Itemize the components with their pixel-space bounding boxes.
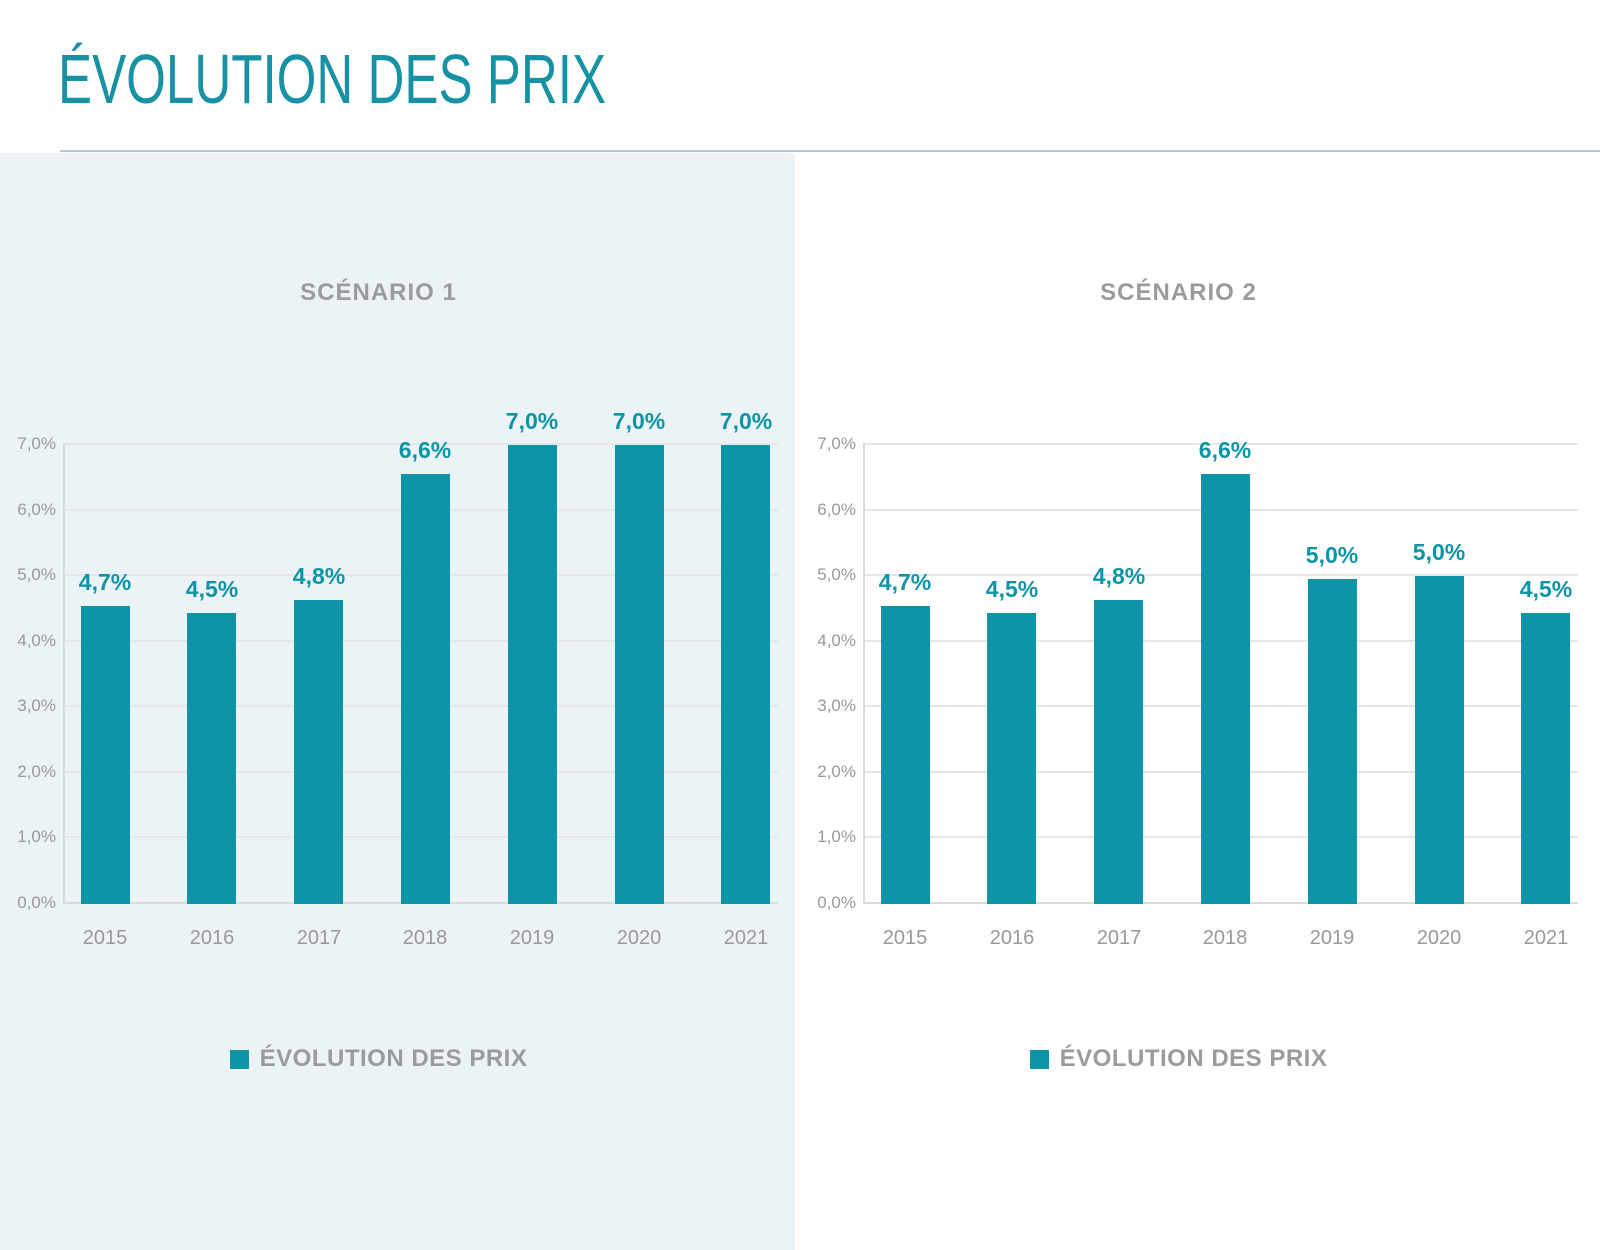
bar-value-label: 7,0%	[612, 408, 666, 434]
x-axis-tick-label: 2017	[296, 927, 342, 949]
y-axis-tick-label: 0,0%	[817, 893, 856, 912]
bar-value-label: 4,7%	[878, 569, 932, 595]
y-axis-tick-label: 7,0%	[817, 434, 856, 453]
bar-value-label: 7,0%	[505, 408, 559, 434]
y-axis-tick-label: 1,0%	[817, 827, 856, 846]
x-axis-tick-label: 2019	[1309, 927, 1355, 949]
bar-2020	[615, 445, 664, 904]
y-axis-tick-label: 0,0%	[17, 893, 56, 912]
bar-2020	[1415, 576, 1464, 904]
y-axis-tick-label: 4,0%	[17, 631, 56, 650]
bar-value-label: 7,0%	[719, 408, 773, 434]
bar-2015	[81, 606, 130, 904]
y-axis-tick-label: 2,0%	[17, 762, 56, 781]
page-title-text: ÉVOLUTION DES PRIX	[58, 40, 607, 118]
bar-value-label: 6,6%	[398, 437, 452, 463]
bar-2018	[1201, 474, 1250, 904]
x-axis-tick-label: 2016	[189, 927, 235, 949]
x-axis-tick-label: 2015	[882, 927, 928, 949]
x-axis-tick-label: 2016	[989, 927, 1035, 949]
page-title: ÉVOLUTION DES PRIX	[58, 40, 809, 118]
title-divider-rule	[60, 150, 1600, 152]
x-axis-tick-label: 2020	[1416, 927, 1462, 949]
y-axis-tick-label: 3,0%	[817, 696, 856, 715]
bar-value-label: 4,5%	[1519, 576, 1573, 602]
bar-2019	[508, 445, 557, 904]
x-axis-tick-label: 2015	[82, 927, 128, 949]
bar-value-label: 6,6%	[1198, 437, 1252, 463]
x-axis-tick-label: 2018	[402, 927, 448, 949]
bar-2021	[1521, 613, 1570, 904]
bar-2015	[881, 606, 930, 904]
bar-value-label: 4,5%	[985, 576, 1039, 602]
chart-title: SCÉNARIO 1	[300, 279, 457, 306]
y-axis-line	[863, 443, 865, 904]
y-axis-tick-label: 6,0%	[817, 500, 856, 519]
y-axis-tick-label: 5,0%	[817, 565, 856, 584]
bar-2016	[187, 613, 236, 904]
x-axis-tick-label: 2019	[509, 927, 555, 949]
y-axis-tick-label: 5,0%	[17, 565, 56, 584]
x-axis-tick-label: 2021	[723, 927, 769, 949]
legend-label: ÉVOLUTION DES PRIX	[259, 1045, 528, 1072]
bar-value-label: 4,7%	[78, 569, 132, 595]
bar-2017	[1094, 600, 1143, 904]
y-axis-tick-label: 7,0%	[17, 434, 56, 453]
bar-value-label: 4,8%	[1092, 563, 1146, 589]
legend-swatch-icon	[1029, 1049, 1049, 1069]
bar-value-label: 4,5%	[185, 576, 239, 602]
legend: ÉVOLUTION DES PRIX	[800, 1046, 1557, 1072]
x-axis-tick-label: 2017	[1096, 927, 1142, 949]
y-axis-tick-label: 2,0%	[817, 762, 856, 781]
legend: ÉVOLUTION DES PRIX	[0, 1046, 757, 1072]
y-axis-tick-label: 6,0%	[17, 500, 56, 519]
chart-title: SCÉNARIO 2	[1100, 279, 1257, 306]
scenario-1-bar-chart: SCÉNARIO 1 7,0% 6,0% 5,0% 4,0% 3,0% 2,0% 1,0% 0…	[0, 279, 778, 1072]
gridline	[863, 443, 1578, 445]
y-axis-line	[63, 443, 65, 904]
legend-swatch-icon	[229, 1049, 249, 1069]
bar-2021	[721, 445, 770, 904]
bar-2018	[401, 474, 450, 904]
bar-2017	[294, 600, 343, 904]
bar-value-label: 5,0%	[1305, 542, 1359, 568]
x-axis-tick-label: 2021	[1523, 927, 1569, 949]
gridline	[63, 443, 778, 445]
bar-value-label: 5,0%	[1412, 539, 1466, 565]
scenario-2-bar-chart: SCÉNARIO 2 7,0% 6,0% 5,0% 4,0% 3,0% 2,0% 1,0% 0…	[800, 0, 1600, 1250]
legend-label: ÉVOLUTION DES PRIX	[1059, 1045, 1328, 1072]
y-axis-tick-label: 1,0%	[17, 827, 56, 846]
bar-2019	[1308, 579, 1357, 904]
x-axis-tick-label: 2018	[1202, 927, 1248, 949]
bar-value-label: 4,8%	[292, 563, 346, 589]
y-axis-tick-label: 3,0%	[17, 696, 56, 715]
y-axis-tick-label: 4,0%	[817, 631, 856, 650]
bar-2016	[987, 613, 1036, 904]
x-axis-tick-label: 2020	[616, 927, 662, 949]
